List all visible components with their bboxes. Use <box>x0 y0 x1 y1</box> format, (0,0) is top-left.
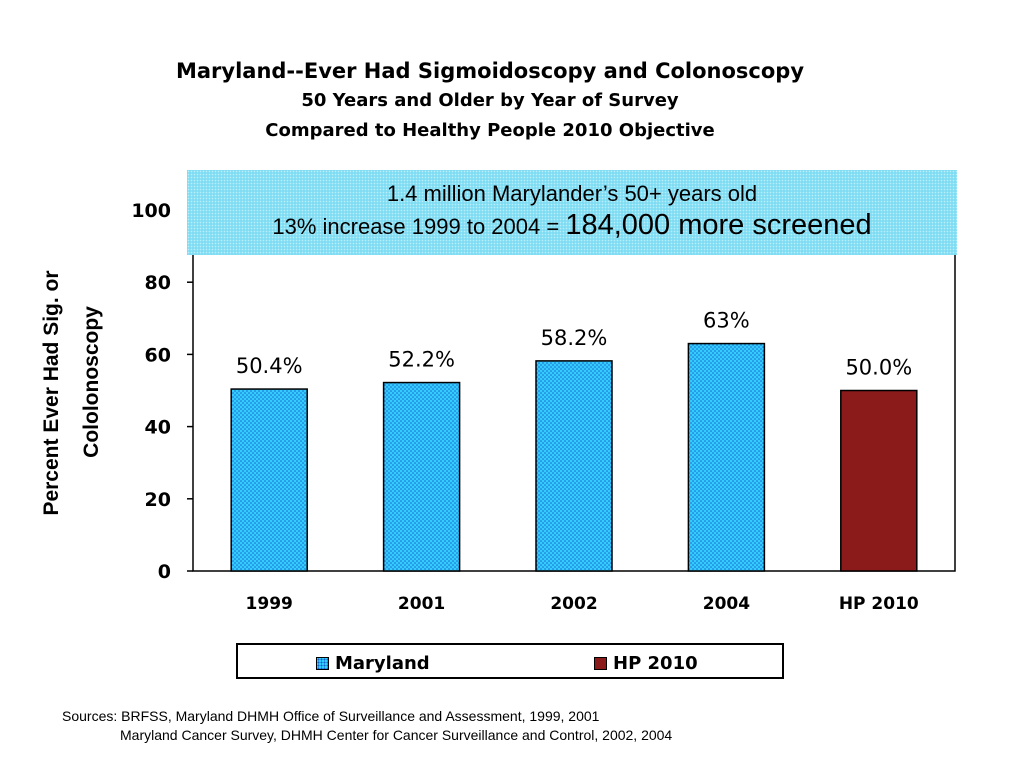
sources-line-1: Sources: BRFSS, Maryland DHMH Office of … <box>62 708 600 724</box>
legend-item-hp2010: HP 2010 <box>594 653 698 674</box>
callout-text-1: 1.4 million Marylander’s 50+ years old <box>386 181 758 206</box>
x-tick-label: 1999 <box>246 594 293 614</box>
legend-item-maryland: Maryland <box>316 653 430 674</box>
legend-label-maryland: Maryland <box>335 653 430 674</box>
x-axis: 1999 2001 2002 2004 HP 2010 <box>246 594 919 614</box>
x-tick-label: 2004 <box>703 594 750 614</box>
y-axis-title-line1: Percent Ever Had Sig. or <box>40 270 63 515</box>
y-axis-title-line2: Cololonoscopy <box>80 306 103 458</box>
x-tick-label: HP 2010 <box>839 594 919 614</box>
y-tick-label: 0 <box>158 561 171 583</box>
chart-title: Maryland--Ever Had Sigmoidoscopy and Col… <box>175 59 805 83</box>
data-label-2002: 58.2% <box>541 326 608 350</box>
bar-2002 <box>535 360 613 572</box>
sources-line-2: Maryland Cancer Survey, DHMH Center for … <box>120 727 673 743</box>
bar-chart: 0 20 40 60 80 100 50.4% 52.2% 58.2% 63% 50.0% 199… <box>40 200 956 614</box>
chart-subtitle-2: Compared to Healthy People 2010 Objectiv… <box>265 120 715 141</box>
chart-subtitle: 50 Years and Older by Year of Survey <box>301 90 679 111</box>
y-tick-label: 40 <box>145 417 171 439</box>
callout-emphasis: 184,000 more screened <box>565 209 872 241</box>
y-tick-label: 60 <box>145 344 171 366</box>
x-tick-label: 2001 <box>398 594 445 614</box>
data-label-1999: 50.4% <box>236 354 303 378</box>
y-tick-label: 100 <box>131 200 171 222</box>
data-label-hp-2010: 50.0% <box>845 356 912 380</box>
y-tick-label: 20 <box>145 489 171 511</box>
data-labels-group: 50.4% 52.2% 58.2% 63% 50.0% <box>236 309 912 380</box>
legend-swatch-maryland <box>316 657 329 670</box>
data-label-2004: 63% <box>703 309 750 333</box>
legend-label-hp2010: HP 2010 <box>613 653 698 674</box>
chart-title-block: Maryland--Ever Had Sigmoidoscopy and Col… <box>0 56 980 146</box>
x-tick-label: 2002 <box>550 594 597 614</box>
data-label-2001: 52.2% <box>388 348 455 372</box>
callout-box: 1.4 million Marylander’s 50+ years old 1… <box>187 170 957 255</box>
bars-group <box>230 342 918 572</box>
bar-1999 <box>230 388 308 572</box>
bar-hp-2010 <box>840 389 918 572</box>
sources-note: Sources: BRFSS, Maryland DHMH Office of … <box>62 707 672 745</box>
bar-2001 <box>382 381 461 572</box>
y-tick-label: 80 <box>145 272 171 294</box>
callout-text-2: 13% increase 1999 to 2004 = 184,000 more… <box>187 208 957 244</box>
legend-swatch-hp2010 <box>594 657 607 670</box>
y-axis: 0 20 40 60 80 100 <box>131 200 193 583</box>
bar-2004 <box>687 342 766 572</box>
callout-text-2-prefix: 13% increase 1999 to 2004 = <box>272 214 566 239</box>
legend: Maryland HP 2010 <box>236 643 784 679</box>
